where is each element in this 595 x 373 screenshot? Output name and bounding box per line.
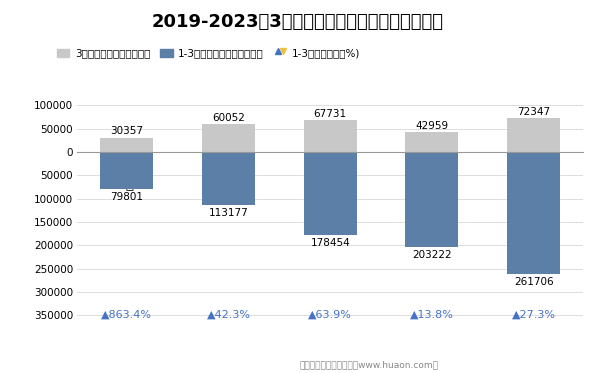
Text: 42959: 42959 — [415, 120, 449, 131]
Bar — [406, 152, 458, 247]
Text: 261706: 261706 — [514, 277, 553, 287]
Text: 67731: 67731 — [314, 109, 347, 119]
Text: ▲42.3%: ▲42.3% — [206, 309, 250, 319]
Bar — [202, 152, 255, 205]
Text: ▲863.4%: ▲863.4% — [101, 309, 152, 319]
Text: 72347: 72347 — [517, 107, 550, 117]
Bar — [304, 152, 356, 235]
Legend: 3月进出口总额（万美元）, 1-3月进出口总额（万美元）, 1-3月同比增速（%): 3月进出口总额（万美元）, 1-3月进出口总额（万美元）, 1-3月同比增速（%… — [53, 44, 365, 63]
Bar — [406, 132, 458, 152]
Text: 2019-2023年3月长沙黄花综合保税区进出口总额: 2019-2023年3月长沙黄花综合保税区进出口总额 — [152, 13, 443, 31]
Text: ▲27.3%: ▲27.3% — [512, 309, 556, 319]
Text: 60052: 60052 — [212, 113, 245, 123]
Bar — [202, 124, 255, 152]
Text: 制图：华经产业研究院（www.huaon.com）: 制图：华经产业研究院（www.huaon.com） — [299, 360, 439, 369]
Text: 79801: 79801 — [110, 192, 143, 202]
Bar — [507, 118, 560, 152]
Text: 113177: 113177 — [209, 207, 248, 217]
Text: 203222: 203222 — [412, 250, 452, 260]
Bar — [507, 152, 560, 274]
Bar — [304, 120, 356, 152]
Text: ▲63.9%: ▲63.9% — [308, 309, 352, 319]
Text: 30357: 30357 — [110, 126, 143, 137]
Bar — [101, 138, 154, 152]
Text: 178454: 178454 — [311, 238, 350, 248]
Bar — [101, 152, 154, 189]
Text: ▲13.8%: ▲13.8% — [410, 309, 454, 319]
